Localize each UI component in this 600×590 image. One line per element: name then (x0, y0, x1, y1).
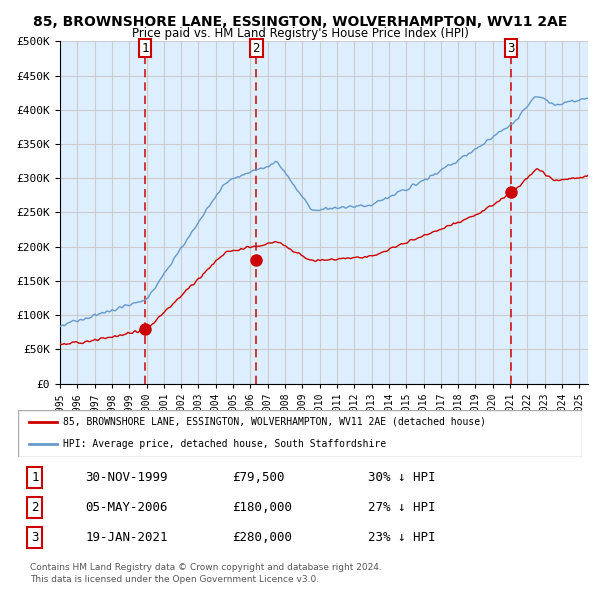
Text: 23% ↓ HPI: 23% ↓ HPI (368, 531, 435, 544)
Text: 05-MAY-2006: 05-MAY-2006 (86, 501, 168, 514)
Text: HPI: Average price, detached house, South Staffordshire: HPI: Average price, detached house, Sout… (63, 439, 386, 449)
Text: Contains HM Land Registry data © Crown copyright and database right 2024.: Contains HM Land Registry data © Crown c… (30, 563, 382, 572)
Text: 3: 3 (31, 531, 38, 544)
Text: 1: 1 (31, 471, 38, 484)
Text: £180,000: £180,000 (232, 501, 292, 514)
Text: 2: 2 (253, 42, 260, 55)
Text: 85, BROWNSHORE LANE, ESSINGTON, WOLVERHAMPTON, WV11 2AE (detached house): 85, BROWNSHORE LANE, ESSINGTON, WOLVERHA… (63, 417, 486, 427)
Text: 2: 2 (31, 501, 38, 514)
Text: 19-JAN-2021: 19-JAN-2021 (86, 531, 168, 544)
Text: 30% ↓ HPI: 30% ↓ HPI (368, 471, 435, 484)
Text: 30-NOV-1999: 30-NOV-1999 (86, 471, 168, 484)
FancyBboxPatch shape (18, 410, 582, 457)
Text: 85, BROWNSHORE LANE, ESSINGTON, WOLVERHAMPTON, WV11 2AE: 85, BROWNSHORE LANE, ESSINGTON, WOLVERHA… (33, 15, 567, 29)
Text: 27% ↓ HPI: 27% ↓ HPI (368, 501, 435, 514)
Text: £79,500: £79,500 (232, 471, 285, 484)
Text: This data is licensed under the Open Government Licence v3.0.: This data is licensed under the Open Gov… (30, 575, 319, 584)
Text: Price paid vs. HM Land Registry's House Price Index (HPI): Price paid vs. HM Land Registry's House … (131, 27, 469, 40)
Text: 1: 1 (142, 42, 149, 55)
Text: 3: 3 (507, 42, 515, 55)
Text: £280,000: £280,000 (232, 531, 292, 544)
